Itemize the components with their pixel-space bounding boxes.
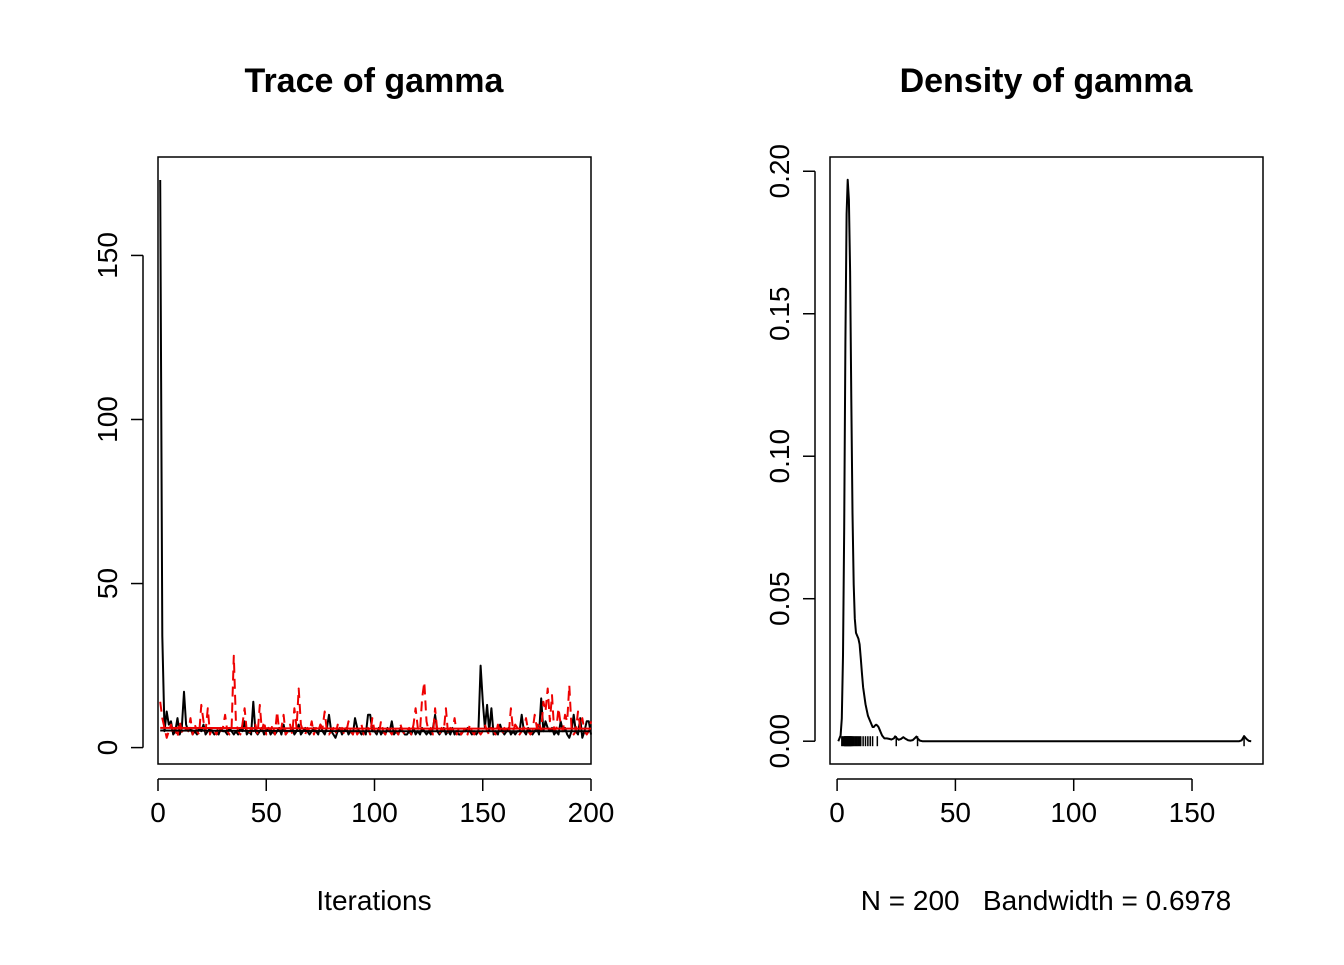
trace-title: Trace of gamma bbox=[245, 62, 505, 100]
trace-xlabel: Iterations bbox=[316, 885, 431, 916]
trace-plot-frame bbox=[157, 156, 592, 765]
trace-x-tick-label: 200 bbox=[568, 797, 615, 828]
trace-panel: Trace of gamma Iterations 0 50 100 150 200 0 5… bbox=[92, 62, 614, 916]
trace-plot-area: 0 50 100 150 200 0 50 100 150 bbox=[92, 156, 615, 828]
trace-y-tick-label: 50 bbox=[92, 568, 123, 599]
density-x-tick-label: 50 bbox=[940, 797, 971, 828]
density-x-tick-label: 0 bbox=[829, 797, 845, 828]
trace-series-line-1 bbox=[159, 654, 592, 739]
density-xlabel: N = 200 Bandwidth = 0.6978 bbox=[861, 885, 1232, 916]
density-y-tick-label: 0.20 bbox=[764, 144, 795, 199]
trace-y-tick-label: 0 bbox=[92, 740, 123, 756]
density-y-tick-label: 0.10 bbox=[764, 429, 795, 484]
density-plot-frame bbox=[829, 156, 1264, 765]
trace-y-tick-label: 150 bbox=[92, 232, 123, 279]
density-series-line-0 bbox=[837, 178, 1252, 743]
density-y-tick-label: 0.05 bbox=[764, 571, 795, 626]
trace-x-tick-label: 50 bbox=[251, 797, 282, 828]
trace-y-tick-label: 100 bbox=[92, 396, 123, 443]
density-x-tick-label: 150 bbox=[1169, 797, 1216, 828]
density-y-tick-label: 0.15 bbox=[764, 286, 795, 341]
trace-series-line-0 bbox=[159, 179, 592, 739]
trace-x-tick-label: 100 bbox=[351, 797, 398, 828]
trace-series-line-2 bbox=[160, 726, 591, 730]
trace-x-tick-label: 0 bbox=[150, 797, 166, 828]
density-y-tick-label: 0.00 bbox=[764, 714, 795, 769]
density-title: Density of gamma bbox=[900, 62, 1194, 100]
density-plot-area: 0 50 100 150 0.00 0.05 0.10 0.15 0.20 bbox=[764, 144, 1264, 828]
density-panel: Density of gamma N = 200 Bandwidth = 0.6… bbox=[764, 62, 1264, 916]
density-x-tick-label: 100 bbox=[1050, 797, 1097, 828]
trace-x-tick-label: 150 bbox=[459, 797, 506, 828]
trace-series-line-3 bbox=[160, 729, 591, 733]
